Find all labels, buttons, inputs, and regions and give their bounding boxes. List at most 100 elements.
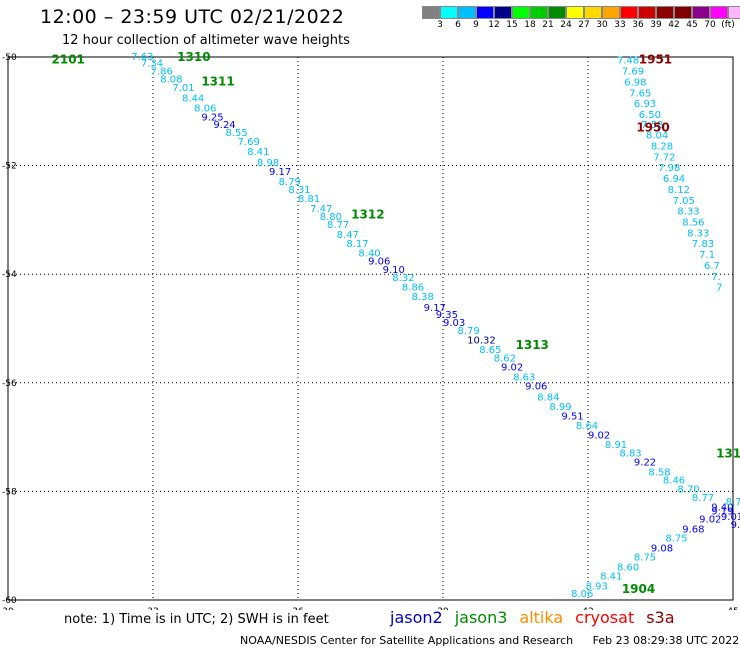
wave-height-value: 9.06 <box>525 382 547 393</box>
lon-tick-label: 45 <box>727 607 738 610</box>
wave-height-value: 7.86 <box>151 67 173 78</box>
wave-height-value: 7.65 <box>629 88 651 99</box>
wave-height-value: 8.93 <box>586 581 608 592</box>
legend-swatch <box>422 6 440 19</box>
lon-tick-label: 39 <box>437 607 449 610</box>
wave-height-value: 8.77 <box>327 220 349 231</box>
legend-label: 21 <box>542 20 554 30</box>
legend-label: 6 <box>455 20 461 30</box>
wave-height-value: 8.79 <box>279 177 301 188</box>
wave-height-value: 8.46 <box>663 475 685 486</box>
lat-tick-label: -50 <box>2 53 17 63</box>
wave-height-value: 8.79 <box>458 326 480 337</box>
wave-height-value: 7.1 <box>699 250 715 261</box>
legend-swatch <box>530 6 548 19</box>
satellite-cryosat: cryosat <box>575 608 635 627</box>
wave-height-value: 7.69 <box>238 137 260 148</box>
lon-tick-label: 42 <box>582 607 593 610</box>
pass-time-label: 1314 <box>716 446 740 460</box>
wave-height-value: 9.51 <box>561 411 583 422</box>
wave-height-value: 7.98 <box>658 163 680 174</box>
satellite-altika: altika <box>519 608 564 627</box>
wave-height-value: 8.77 <box>692 493 714 504</box>
wave-height-value: 7 <box>716 283 722 294</box>
legend-label: 3 <box>437 20 443 30</box>
wave-height-value: 9.35 <box>436 310 458 321</box>
wave-height-value: 10.32 <box>467 335 496 346</box>
wave-height-value: 8.33 <box>677 207 699 218</box>
wave-height-value: 8.32 <box>392 273 414 284</box>
wave-height-value: 8.60 <box>617 562 639 573</box>
wave-height-value: 8.06 <box>571 589 593 600</box>
wave-height-value: 6.94 <box>663 174 685 185</box>
wave-height-value: 8.06 <box>194 103 216 114</box>
wave-height-value: 8.55 <box>226 128 248 139</box>
legend-swatch <box>440 6 458 19</box>
legend-labels: 3 6 9 12 15 18 21 24 27 30 33 36 39 42 45 70 (ft) <box>422 19 740 31</box>
wave-height-value: 8.47 <box>337 230 359 241</box>
wave-height-value: 8.75 <box>634 553 656 564</box>
wave-height-value: 7.63 <box>131 52 153 63</box>
wave-height-value: 8.08 <box>160 75 182 86</box>
satellite-jason3: jason3 <box>454 608 508 627</box>
wave-height-value: 8.84 <box>537 392 559 403</box>
wave-height-value: 9.08 <box>651 543 673 554</box>
wave-height-value: 7.01 <box>172 83 194 94</box>
wave-height-value: 9.22 <box>634 458 656 469</box>
wave-height-value: 7.83 <box>692 239 714 250</box>
pass-time-label: 1904 <box>622 582 655 596</box>
legend-swatches <box>422 6 740 19</box>
wave-height-value: 8.75 <box>665 534 687 545</box>
legend-label: 70 <box>704 20 716 30</box>
wave-height-value: 9.01 <box>721 512 740 523</box>
legend-label: 15 <box>506 20 518 30</box>
legend-swatch <box>692 6 710 19</box>
wave-height-value: 7.34 <box>141 58 163 69</box>
wave-height-value: 9.40 <box>711 503 733 514</box>
wave-height-value: 9.17 <box>424 303 446 314</box>
wave-height-value: 8.64 <box>576 421 598 432</box>
legend-swatch <box>584 6 602 19</box>
color-legend: 3 6 9 12 15 18 21 24 27 30 33 36 39 42 45 70 (ft) <box>422 6 740 31</box>
legend-swatch <box>602 6 620 19</box>
legend-swatch <box>458 6 476 19</box>
wave-height-value: 8.65 <box>479 345 501 356</box>
lat-tick-label: -56 <box>2 379 17 389</box>
wave-height-value: 8.83 <box>619 448 641 459</box>
satellite-jason2: jason2 <box>390 608 443 627</box>
pass-time-label: 1951 <box>639 53 672 67</box>
page-title: 12:00 – 23:59 UTC 02/21/2022 <box>40 6 345 28</box>
wave-height-value: 7.72 <box>653 152 675 163</box>
wave-height-value: 9.25 <box>201 113 223 124</box>
wave-height-value: 7.05 <box>673 196 695 207</box>
legend-swatch <box>548 6 566 19</box>
wave-height-value: 9.68 <box>682 524 704 535</box>
wave-height-value: 8.58 <box>648 467 670 478</box>
wave-height-value: 9.24 <box>213 120 235 131</box>
footer-credit: NOAA/NESDIS Center for Satellite Applica… <box>240 634 574 647</box>
wave-height-value: 8.81 <box>298 194 320 205</box>
legend-swatch <box>656 6 674 19</box>
legend-label: 45 <box>686 20 698 30</box>
wave-height-value: 6.50 <box>639 110 661 121</box>
wave-height-value: 9.10 <box>383 265 405 276</box>
legend-swatch <box>638 6 656 19</box>
wave-height-value: 6.7 <box>704 261 720 272</box>
wave-height-value: 8.28 <box>651 142 673 153</box>
legend-swatch <box>728 6 740 19</box>
wave-height-map: 303336394245-50-52-54-56-58-607.637.347.… <box>2 50 740 610</box>
wave-height-value: 9.19 <box>711 506 733 517</box>
legend-swatch <box>710 6 728 19</box>
pass-time-label: 1313 <box>516 338 549 352</box>
lat-tick-label: -54 <box>2 270 17 280</box>
wave-height-value: 8.12 <box>668 185 690 196</box>
wave-height-value: 7. <box>711 272 721 283</box>
wave-height-value: 7.69 <box>622 67 644 78</box>
legend-label: 18 <box>524 20 536 30</box>
legend-swatch <box>512 6 530 19</box>
wave-height-value: 9.02 <box>699 515 721 526</box>
legend-label: 27 <box>578 20 590 30</box>
lat-tick-label: -58 <box>2 487 17 497</box>
pass-time-label: 1312 <box>351 207 384 221</box>
wave-height-value: 8.44 <box>182 94 204 105</box>
